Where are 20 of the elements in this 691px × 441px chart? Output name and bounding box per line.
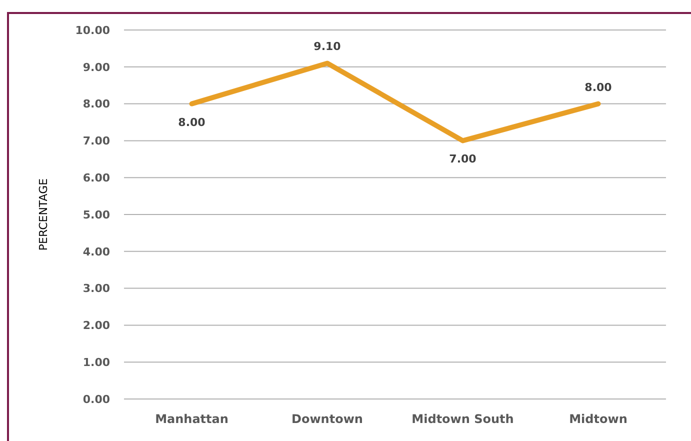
y-tick-label: 6.00 [82,171,110,184]
y-tick-label: 0.00 [82,392,110,406]
y-tick-label: 4.00 [82,245,110,258]
y-tick-label: 9.00 [82,60,110,74]
y-axis-title: PERCENTAGE [37,178,50,251]
y-tick-label: 3.00 [82,282,110,296]
y-tick-label: 5.00 [82,208,110,222]
data-label: 7.00 [449,152,477,166]
y-tick-label: 8.00 [82,98,110,111]
y-tick-label: 10.00 [75,24,110,37]
data-label: 8.00 [178,116,206,129]
y-tick-label: 7.00 [82,134,110,148]
data-label: 9.10 [314,40,342,54]
x-tick-label: Manhattan [155,412,228,426]
x-tick-label: Midtown South [412,412,514,426]
y-tick-label: 1.00 [82,356,110,369]
x-tick-label: Midtown [569,412,628,426]
y-tick-label: 2.00 [82,319,110,332]
data-label: 8.00 [584,80,612,94]
x-tick-label: Downtown [292,412,363,426]
